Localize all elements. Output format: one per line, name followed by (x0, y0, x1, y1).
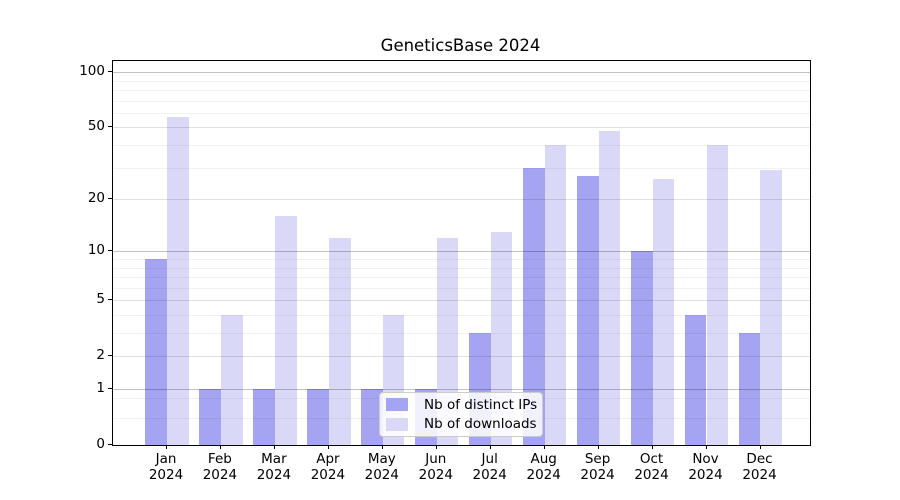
y-axis-tick-mark (108, 444, 112, 445)
gridline (113, 333, 810, 334)
legend-item-downloads: Nb of downloads (380, 416, 542, 432)
x-axis-tick-mark (597, 445, 599, 449)
bar-downloads (652, 178, 675, 445)
bar-distinct-ips (361, 389, 383, 445)
y-axis-tick-mark (108, 250, 112, 252)
y-axis-tick-label: 2 (96, 347, 105, 364)
x-axis-tick-mark (219, 445, 221, 449)
gridline (113, 80, 810, 82)
y-axis-tick-mark (108, 126, 112, 128)
bar-downloads (274, 216, 297, 445)
y-axis-tick-label: 100 (79, 63, 105, 80)
chart-title: GeneticsBase 2024 (380, 36, 541, 55)
y-axis-tick-label: 20 (87, 190, 105, 207)
gridline (113, 315, 810, 316)
gridline (113, 287, 810, 289)
bar-downloads (220, 315, 243, 445)
legend-label-distinct-ips: Nb of distinct IPs (424, 396, 538, 413)
bar-distinct-ips (522, 167, 545, 445)
legend-label-downloads: Nb of downloads (424, 416, 537, 433)
x-axis-tick-mark (543, 445, 545, 449)
gridline (113, 389, 810, 390)
gridline (113, 356, 810, 358)
x-axis-tick-label: May 2024 (364, 451, 399, 483)
y-axis-tick-label: 50 (87, 118, 105, 135)
x-axis-tick-mark (435, 445, 437, 449)
bar-downloads (328, 237, 351, 445)
bar-distinct-ips (307, 389, 329, 445)
plot-area (112, 60, 811, 446)
gridline (113, 251, 810, 253)
gridline (113, 100, 810, 102)
x-axis-tick-label: Jul 2024 (472, 451, 507, 483)
gridline (113, 300, 810, 302)
gridline (113, 259, 810, 260)
bar-downloads (544, 145, 567, 445)
x-axis-tick-label: Oct 2024 (634, 451, 669, 483)
legend-swatch-distinct-ips (386, 398, 408, 412)
x-axis-tick-mark (705, 445, 707, 449)
bar-distinct-ips (253, 389, 275, 445)
legend: Nb of distinct IPs Nb of downloads (379, 392, 543, 437)
x-axis-tick-label: Apr 2024 (310, 451, 346, 483)
x-axis-tick-label: Jun 2024 (418, 451, 453, 483)
gridline (113, 167, 810, 169)
x-axis-tick-mark (327, 445, 329, 449)
x-axis-tick-label: Aug 2024 (526, 451, 561, 483)
bar-distinct-ips (738, 333, 761, 445)
gridline (113, 277, 810, 278)
x-axis-tick-label: Nov 2024 (688, 451, 723, 483)
gridline (113, 199, 810, 201)
y-axis-tick-mark (108, 71, 112, 73)
bar-distinct-ips (630, 251, 653, 445)
gridline (113, 127, 810, 129)
y-axis-tick-label: 10 (87, 242, 105, 259)
y-axis-tick-label: 0 (96, 436, 105, 452)
x-axis-tick-mark (759, 445, 761, 449)
x-axis-tick-mark (166, 445, 167, 449)
bar-downloads (706, 145, 729, 445)
bar-distinct-ips (199, 389, 221, 445)
bar-downloads (490, 231, 513, 445)
bar-downloads (760, 170, 783, 445)
y-axis-tick-mark (108, 299, 112, 301)
gridline (113, 112, 810, 114)
y-axis-tick-label: 1 (96, 380, 105, 396)
y-axis-tick-mark (108, 198, 112, 200)
bar-distinct-ips (684, 315, 707, 445)
x-axis-tick-mark (273, 445, 275, 449)
x-axis-tick-label: Feb 2024 (202, 451, 238, 483)
y-axis-tick-mark (108, 388, 112, 389)
x-axis-tick-label: Jan 2024 (148, 451, 184, 483)
bar-downloads (167, 117, 189, 445)
x-axis-tick-mark (651, 445, 653, 449)
x-axis-tick-label: Dec 2024 (742, 451, 777, 483)
gridline (113, 267, 810, 269)
legend-swatch-downloads (386, 417, 408, 431)
x-axis-tick-label: Mar 2024 (256, 451, 292, 483)
y-axis-tick-mark (108, 355, 112, 357)
gridline (113, 145, 810, 146)
x-axis-tick-mark (489, 445, 491, 449)
bar-distinct-ips (145, 259, 167, 445)
gridline (113, 90, 810, 91)
x-axis-tick-mark (381, 445, 383, 449)
legend-item-distinct-ips: Nb of distinct IPs (380, 397, 542, 413)
gridline (113, 72, 810, 74)
x-axis-tick-label: Sep 2024 (580, 451, 615, 483)
y-axis-tick-label: 5 (96, 291, 105, 308)
bar-distinct-ips (576, 175, 599, 445)
bar-downloads (598, 130, 621, 445)
